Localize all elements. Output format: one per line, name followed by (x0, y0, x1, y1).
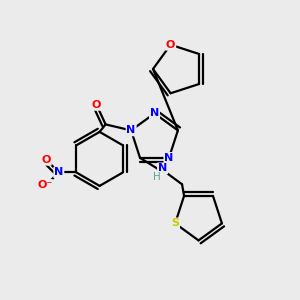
Text: O: O (166, 40, 175, 50)
Text: N: N (158, 164, 167, 173)
Text: N: N (150, 108, 159, 118)
Text: O: O (92, 100, 101, 110)
Text: H: H (153, 172, 160, 182)
Text: N: N (164, 153, 174, 163)
Text: S: S (171, 218, 179, 228)
Text: O: O (41, 155, 51, 165)
Text: N: N (127, 125, 136, 135)
Text: O⁻: O⁻ (37, 180, 52, 190)
Text: N: N (54, 167, 63, 177)
